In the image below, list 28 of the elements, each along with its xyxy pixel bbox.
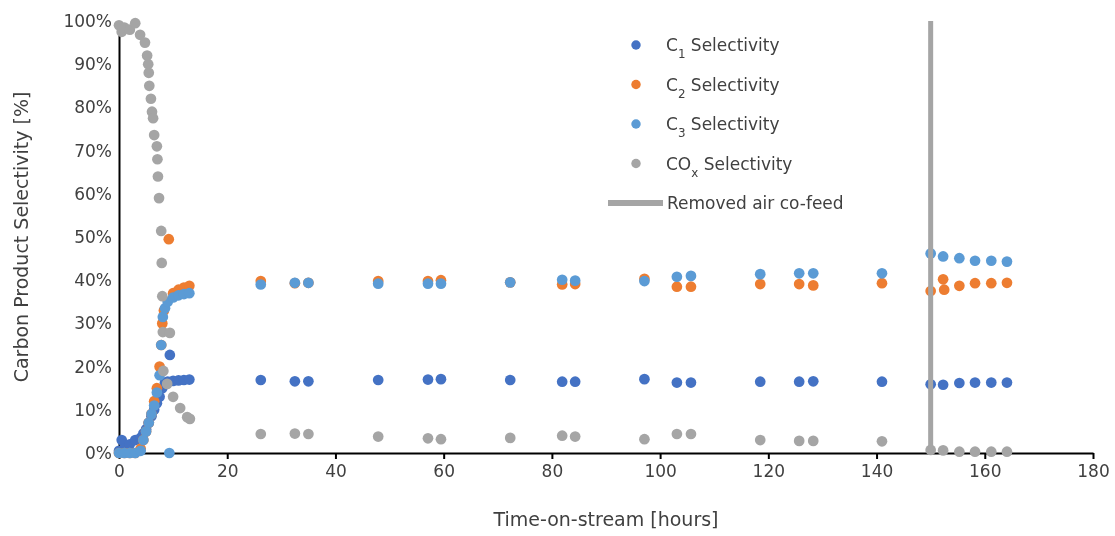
- x-tick-label: 120: [752, 461, 786, 482]
- y-tick-label: 80%: [74, 97, 112, 118]
- x-tick-label: 20: [216, 461, 239, 482]
- legend-label: CO$_{x}$ Selectivity: [666, 153, 793, 180]
- x-tick-label: 160: [969, 461, 1002, 482]
- y-tick-label: 90%: [74, 54, 112, 75]
- y-tick-label: 0%: [85, 442, 112, 463]
- y-tick-label: 10%: [74, 399, 112, 420]
- y-tick-label: 40%: [74, 270, 112, 291]
- x-tick-label: 0: [114, 461, 125, 482]
- legend-label: C$_{3}$ Selectivity: [666, 114, 780, 140]
- y-tick-label: 20%: [74, 356, 112, 377]
- y-tick-label: 60%: [74, 183, 112, 204]
- x-tick-label: 40: [325, 461, 347, 482]
- y-tick-label: 70%: [74, 140, 112, 161]
- x-tick-label: 180: [1077, 461, 1110, 482]
- legend-label: C$_{1}$ Selectivity: [666, 35, 780, 61]
- legend-label: C$_{2}$ Selectivity: [666, 74, 780, 101]
- x-tick-label: 140: [860, 461, 894, 482]
- legend-label: Removed air co-feed: [667, 193, 844, 213]
- y-tick-label: 50%: [74, 226, 112, 247]
- y-axis-title: Carbon Product Selectivity [%]: [10, 91, 32, 383]
- x-tick-label: 100: [644, 461, 677, 482]
- x-tick-label: 80: [541, 461, 564, 482]
- y-tick-label: 30%: [74, 313, 112, 334]
- y-tick-label: 100%: [63, 10, 112, 31]
- x-tick-label: 60: [433, 461, 455, 482]
- x-axis-title: Time-on-stream [hours]: [492, 508, 719, 530]
